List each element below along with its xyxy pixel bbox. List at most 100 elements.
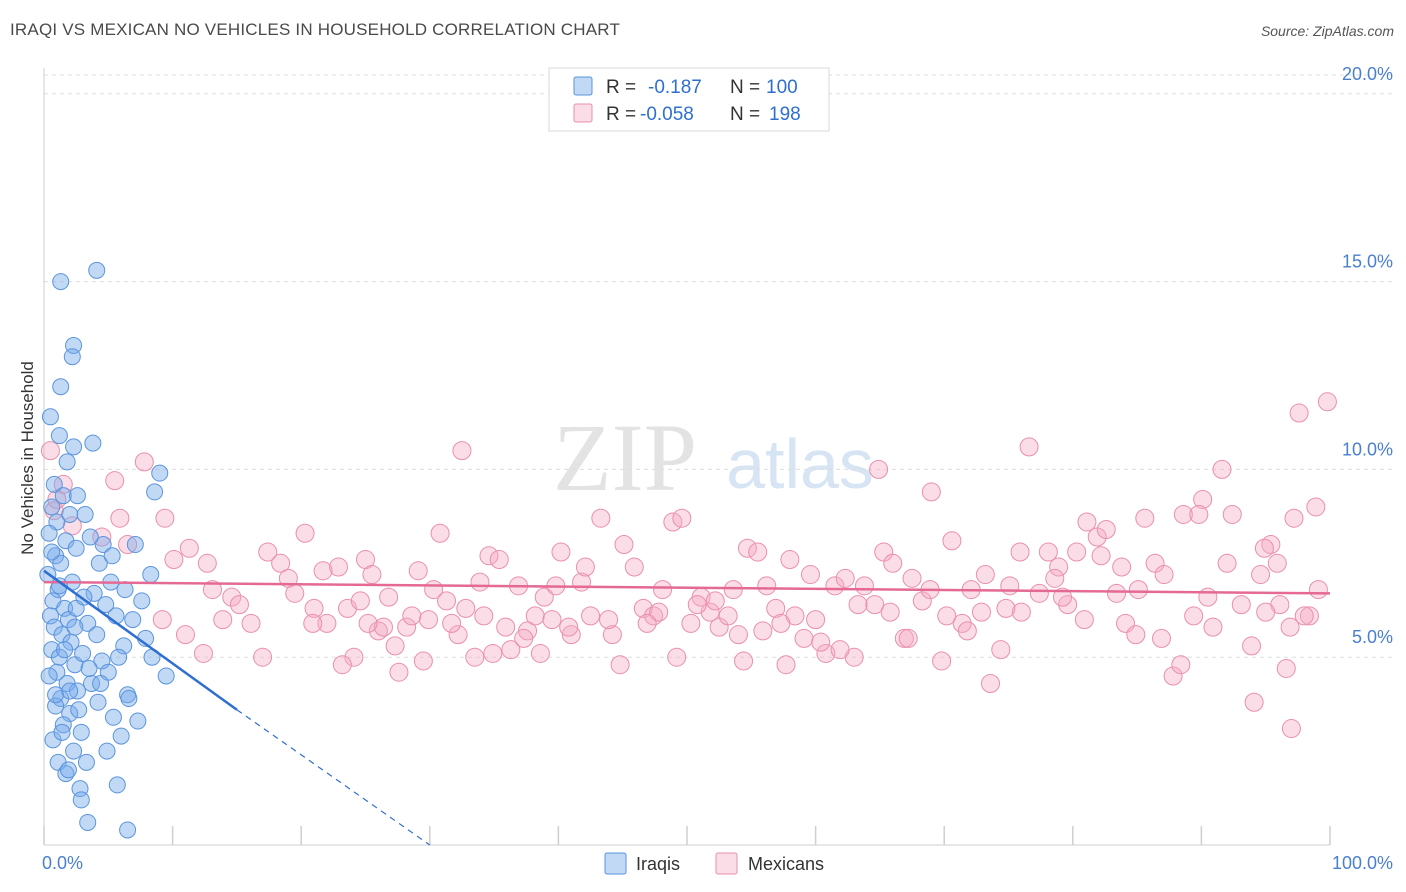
mexicans-point	[332, 655, 352, 675]
y-tick-label: 10.0%	[1342, 439, 1393, 459]
legend-iraqis-n-value: 100	[766, 77, 798, 98]
mexicans-point	[718, 606, 738, 626]
mexicans-point	[258, 542, 278, 562]
mexicans-point	[328, 557, 348, 577]
mexicans-point	[1231, 595, 1251, 615]
mexicans-point	[816, 643, 836, 663]
mexicans-point	[672, 508, 692, 528]
iraqis-point	[40, 667, 58, 685]
mexicans-point	[633, 598, 653, 618]
iraqis-point	[47, 686, 65, 704]
mexicans-point	[737, 538, 757, 558]
mexicans-point	[152, 610, 172, 630]
y-tick-label: 5.0%	[1352, 627, 1393, 647]
iraqis-point	[103, 547, 121, 565]
mexicans-point	[1171, 655, 1191, 675]
mexicans-point	[1254, 538, 1274, 558]
mexicans-point	[800, 565, 820, 585]
mexicans-point	[1067, 542, 1087, 562]
iraqis-point	[43, 498, 61, 516]
mexicans-point	[1053, 587, 1073, 607]
iraqis-point	[79, 813, 97, 831]
source-label: Source: ZipAtlas.com	[1260, 23, 1394, 39]
mexicans-point	[452, 441, 472, 461]
mexicans-point	[551, 542, 571, 562]
mexicans-point	[766, 598, 786, 618]
iraqis-point	[63, 348, 81, 366]
mexicans-point	[644, 606, 664, 626]
mexicans-point	[912, 591, 932, 611]
mexicans-point	[358, 613, 378, 633]
iraqis-point	[126, 536, 144, 554]
mexicans-point	[748, 542, 768, 562]
y-tick-label: 15.0%	[1342, 252, 1393, 272]
iraqis-point	[54, 487, 72, 505]
iraqis-point	[66, 618, 84, 636]
mexicans-point	[222, 587, 242, 607]
mexicans-point	[1317, 392, 1337, 412]
mexicans-point	[317, 613, 337, 633]
top-legend-box	[548, 67, 830, 132]
iraqis-point	[90, 554, 108, 572]
iraqis-point	[88, 261, 106, 279]
mexicans-point	[213, 610, 233, 630]
mexicans-point	[624, 557, 644, 577]
legend-iraqis-n-label: N =	[730, 77, 760, 98]
iraqis-point	[115, 637, 133, 655]
iraqis-point	[72, 791, 90, 809]
mexicans-point	[991, 640, 1011, 660]
iraqis-point	[52, 273, 70, 291]
mexicans-point	[1154, 565, 1174, 585]
mexicans-point	[362, 565, 382, 585]
mexicans-point	[1112, 557, 1132, 577]
mexicans-point	[303, 613, 323, 633]
mexicans-point	[419, 610, 439, 630]
mexicans-point	[776, 655, 796, 675]
iraqis-point	[157, 667, 175, 685]
mexicans-point	[957, 621, 977, 641]
mexicans-point	[304, 598, 324, 618]
iraqis-point	[68, 487, 86, 505]
mexicans-point	[1244, 692, 1264, 712]
iraqis-point	[94, 536, 112, 554]
mexicans-point	[542, 610, 562, 630]
mexicans-point	[470, 572, 490, 592]
mexicans-point	[448, 625, 468, 645]
iraqis-point	[98, 742, 116, 760]
mexicans-point	[1193, 489, 1213, 509]
x-tick-label: 100.0%	[1332, 853, 1393, 873]
mexicans-point	[1184, 606, 1204, 626]
mexicans-point	[599, 610, 619, 630]
mexicans-point	[525, 606, 545, 626]
iraqis-point	[74, 644, 92, 662]
iraqis-trend-extension	[236, 709, 431, 846]
mexicans-point	[164, 550, 184, 570]
mexicans-point	[465, 647, 485, 667]
bottom-legend-label-iraqis: Iraqis	[636, 854, 680, 874]
bottom-legend-swatch-mexicans	[715, 852, 738, 875]
legend-mexicans-n-label: N =	[730, 104, 760, 125]
mexicans-point	[883, 553, 903, 573]
mexicans-point	[649, 602, 669, 622]
mexicans-point	[530, 643, 550, 663]
mexicans-point	[865, 595, 885, 615]
mexicans-point	[1074, 610, 1094, 630]
mexicans-point	[880, 602, 900, 622]
mexicans-point	[1049, 557, 1069, 577]
iraqis-point	[50, 427, 68, 445]
legend-mexicans-n-value: 198	[769, 104, 801, 125]
iraqis-point	[65, 742, 83, 760]
iraqis-point	[56, 641, 74, 659]
iraqis-point	[67, 539, 85, 557]
iraqis-point	[83, 674, 101, 692]
iraqis-point	[79, 614, 97, 632]
iraqis-point	[124, 611, 142, 629]
iraqis-points	[39, 261, 175, 839]
mexicans-point	[110, 508, 130, 528]
mexicans-point	[313, 561, 333, 581]
legend-iraqis-r-value: -0.187	[648, 77, 702, 98]
mexicans-point	[1289, 403, 1309, 423]
mexicans-point	[794, 628, 814, 648]
iraqis-point	[97, 596, 115, 614]
